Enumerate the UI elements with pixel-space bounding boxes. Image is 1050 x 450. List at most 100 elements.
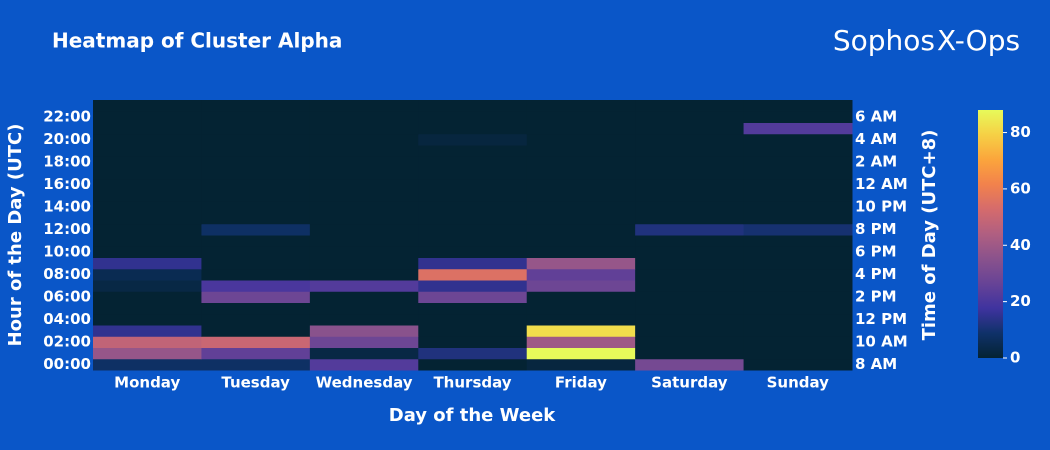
x-tick-label: Thursday (433, 374, 511, 392)
heatmap-cell (309, 156, 419, 168)
x-tick-label: Sunday (767, 374, 830, 392)
heatmap-cell (309, 190, 419, 202)
heatmap-cell (201, 268, 311, 281)
heatmap-cell (418, 212, 528, 225)
y-tick-label: 20:00 (43, 130, 91, 148)
heatmap-cell (635, 100, 745, 112)
heatmap-cell (93, 347, 202, 360)
y-tick-label: 06:00 (43, 287, 91, 305)
heatmap-cell (93, 178, 202, 191)
y2-tick-label: 8 AM (855, 355, 897, 373)
heatmap-cell (526, 291, 636, 303)
heatmap-cell (743, 178, 853, 191)
heatmap-cell (743, 291, 853, 303)
heatmap-cell (635, 268, 745, 281)
heatmap-cell (418, 246, 528, 258)
heatmap-cell (418, 167, 528, 180)
heatmap-cell (93, 223, 202, 236)
x-tick-label: Tuesday (221, 374, 290, 392)
heatmap-cell (418, 223, 528, 236)
heatmap-cell (418, 347, 528, 360)
heatmap-cell (743, 223, 853, 236)
heatmap-cell (743, 100, 853, 112)
y2-tick-label: 8 PM (855, 220, 897, 238)
heatmap-cell (201, 223, 311, 236)
heatmap-cell (93, 122, 202, 135)
y2-tick-label: 2 PM (855, 287, 897, 305)
heatmap-cell (93, 325, 202, 337)
heatmap-cell (635, 336, 745, 348)
heatmap-cell (635, 235, 745, 247)
heatmap-cell (743, 167, 853, 180)
heatmap-cell (201, 313, 311, 326)
heatmap-cell (418, 257, 528, 270)
heatmap-cell (93, 111, 202, 123)
heatmap-cell (743, 122, 853, 135)
heatmap-cell (743, 336, 853, 348)
heatmap-cell (201, 358, 311, 371)
heatmap-cell (201, 167, 311, 180)
heatmap-cell (526, 167, 636, 180)
heatmap-cell (201, 178, 311, 191)
heatmap-cell (201, 133, 311, 146)
heatmap-cell (309, 246, 419, 258)
heatmap-cell (526, 190, 636, 202)
heatmap-cell (201, 145, 311, 157)
x-tick-label: Monday (114, 374, 180, 392)
heatmap-cell (635, 325, 745, 337)
heatmap-cell (309, 325, 419, 337)
heatmap-cell (743, 133, 853, 146)
heatmap-cell (743, 325, 853, 337)
heatmap-cell (526, 223, 636, 236)
heatmap-cell (309, 347, 419, 360)
heatmap-cell (635, 246, 745, 258)
heatmap-cell (418, 358, 528, 371)
colorbar-tick-label: 0 (1010, 349, 1020, 367)
y-tick-label: 02:00 (43, 332, 91, 350)
heatmap-cell (743, 347, 853, 360)
y-tick-label: 14:00 (43, 197, 91, 215)
y2-tick-label: 10 PM (855, 197, 907, 215)
y-tick-label: 08:00 (43, 265, 91, 283)
heatmap-cell (93, 280, 202, 292)
heatmap-cell (309, 336, 419, 348)
heatmap-cell (93, 201, 202, 213)
heatmap-cell (418, 201, 528, 213)
heatmap-cell (309, 212, 419, 225)
heatmap-cell (93, 257, 202, 270)
heatmap-cell (93, 291, 202, 303)
heatmap-cell (309, 167, 419, 180)
heatmap-cell (743, 235, 853, 247)
heatmap-cell (93, 313, 202, 326)
heatmap-cell (309, 100, 419, 112)
x-tick-label: Friday (555, 374, 607, 392)
colorbar-tick-label: 80 (1010, 123, 1031, 141)
y2-tick-label: 10 AM (855, 332, 908, 350)
heatmap-cell (309, 122, 419, 135)
heatmap-cell (635, 122, 745, 135)
y2-tick-label: 2 AM (855, 152, 897, 170)
heatmap-cell (309, 313, 419, 326)
heatmap-cell (526, 111, 636, 123)
heatmap-cell (635, 358, 745, 371)
heatmap-cell (635, 156, 745, 168)
colorbar-tick-label: 60 (1010, 179, 1031, 197)
heatmap-cell (743, 302, 853, 315)
heatmap-cell (201, 212, 311, 225)
heatmap-cell (201, 246, 311, 258)
heatmap-cell (418, 235, 528, 247)
heatmap-cell (743, 257, 853, 270)
heatmap-cell (635, 190, 745, 202)
heatmap-cell (526, 145, 636, 157)
heatmap-cell (309, 133, 419, 146)
heatmap-cell (309, 145, 419, 157)
heatmap-cell (635, 223, 745, 236)
heatmap-cell (743, 111, 853, 123)
heatmap-cell (418, 268, 528, 281)
heatmap-cell (418, 291, 528, 303)
heatmap-cell (635, 212, 745, 225)
heatmap-cell (526, 302, 636, 315)
heatmap-cell (526, 336, 636, 348)
x-tick-label: Saturday (651, 374, 728, 392)
heatmap-cell (526, 133, 636, 146)
